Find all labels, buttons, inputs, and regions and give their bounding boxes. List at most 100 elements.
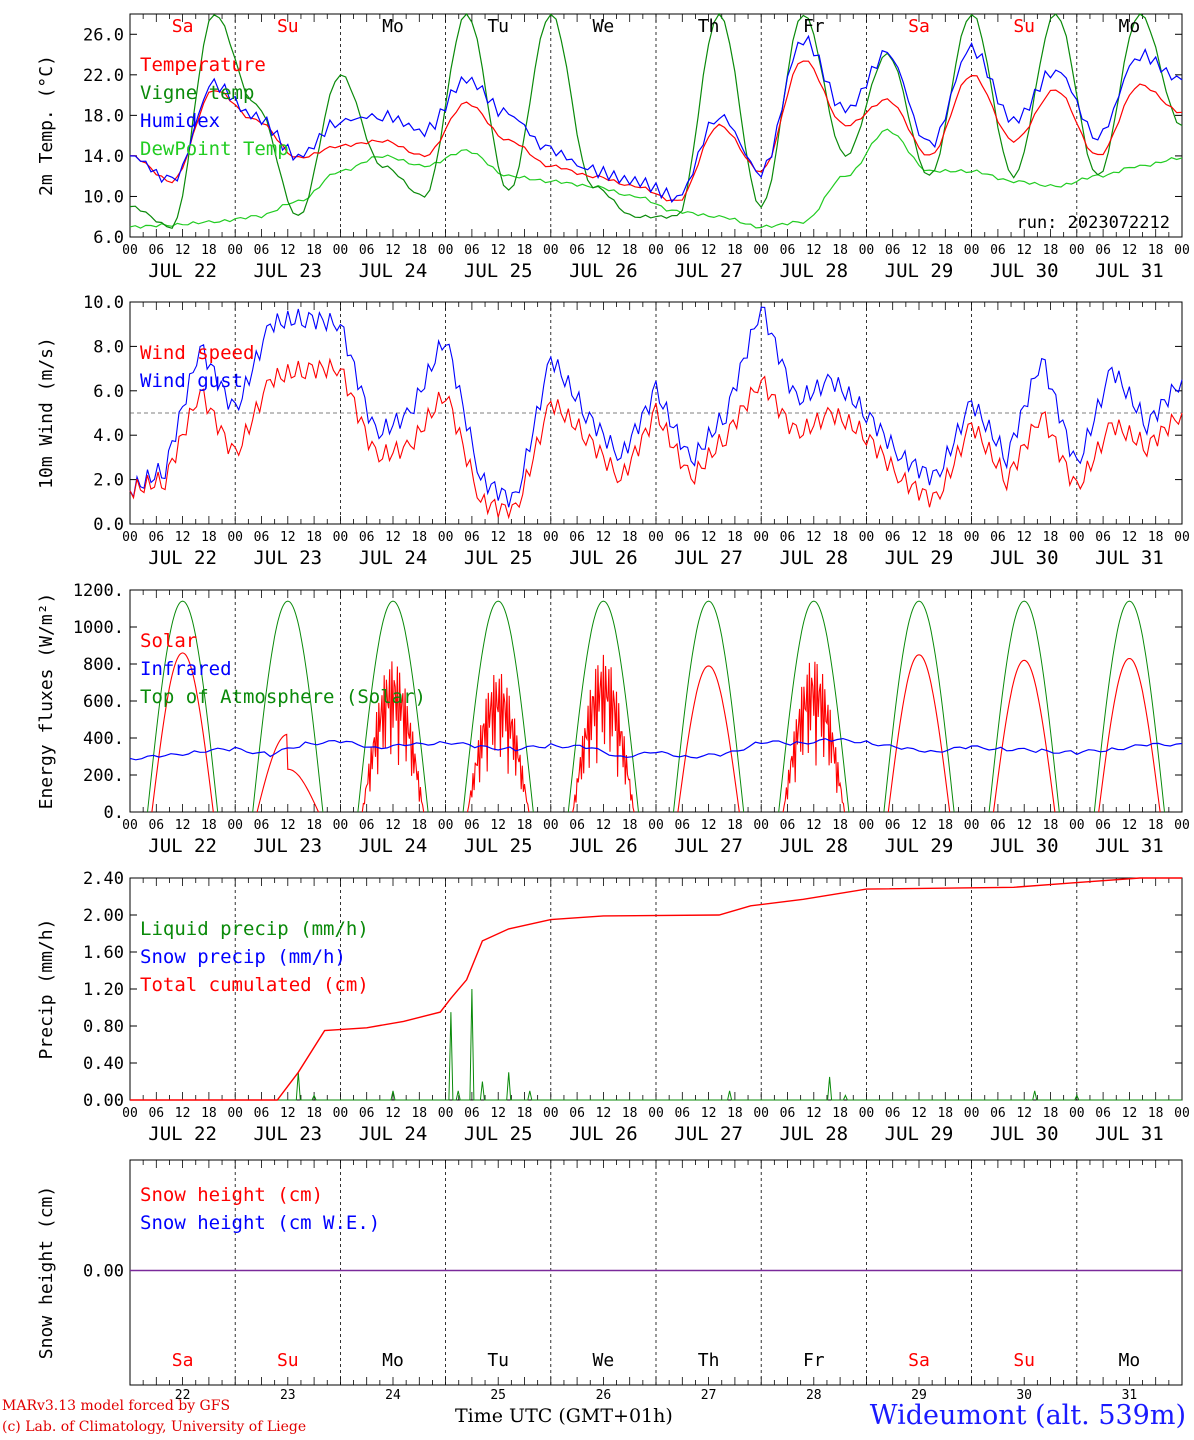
y-axis-label: 2m Temp. (°C) (36, 55, 57, 196)
date-label: JUL 26 (569, 1123, 638, 1145)
hour-tick-label: 00 (753, 1106, 769, 1121)
run-label: run: 2023072212 (1016, 213, 1170, 233)
weekday-label: Su (1013, 1350, 1035, 1371)
hour-tick-label: 06 (148, 243, 164, 258)
hour-tick-label: 12 (596, 530, 612, 545)
hour-tick-label: 06 (1095, 530, 1111, 545)
hour-tick-label: 06 (1095, 1106, 1111, 1121)
date-label: JUL 22 (148, 260, 217, 282)
hour-tick-label: 06 (885, 818, 901, 833)
hour-tick-label: 12 (1016, 818, 1032, 833)
hour-tick-label: 12 (175, 818, 191, 833)
solar-curve (256, 733, 319, 813)
day-number-label: 26 (596, 1388, 612, 1403)
hour-tick-label: 12 (1122, 1106, 1138, 1121)
hour-tick-label: 06 (780, 530, 796, 545)
hour-tick-label: 12 (385, 818, 401, 833)
date-label: JUL 22 (148, 835, 217, 857)
y-tick-label: 18.0 (83, 106, 124, 126)
hour-tick-label: 12 (385, 243, 401, 258)
hour-tick-label: 18 (1043, 530, 1059, 545)
legend-entry: Total cumulated (cm) (140, 974, 369, 996)
toa-arc (357, 600, 429, 813)
legend-entry: Infrared (140, 658, 232, 680)
hour-tick-label: 12 (911, 243, 927, 258)
y-tick-label: 0.80 (83, 1017, 124, 1037)
y-tick-label: 1200. (73, 581, 124, 601)
y-tick-label: 14.0 (83, 147, 124, 167)
hour-tick-label: 12 (701, 530, 717, 545)
hour-tick-label: 00 (859, 1106, 875, 1121)
legend-entry: Temperature (140, 54, 266, 76)
series-line (129, 128, 1183, 229)
hour-tick-label: 00 (227, 1106, 243, 1121)
hour-tick-label: 12 (175, 243, 191, 258)
date-label: JUL 30 (990, 1123, 1059, 1145)
y-tick-label: 400. (83, 729, 124, 749)
weekday-label: Sa (172, 16, 194, 37)
hour-tick-label: 12 (1016, 530, 1032, 545)
hour-tick-label: 00 (859, 818, 875, 833)
hour-tick-label: 06 (464, 818, 480, 833)
hour-tick-label: 18 (517, 1106, 533, 1121)
solar-curve (361, 661, 425, 813)
date-label: JUL 26 (569, 547, 638, 569)
hour-tick-label: 06 (674, 243, 690, 258)
hour-tick-label: 06 (569, 243, 585, 258)
hour-tick-label: 18 (201, 243, 217, 258)
y-axis-label: 10m Wind (m/s) (36, 337, 57, 489)
solar-curve (151, 652, 214, 813)
hour-tick-label: 00 (438, 530, 454, 545)
date-label: JUL 24 (359, 835, 428, 857)
hour-tick-label: 00 (753, 818, 769, 833)
series-line (129, 737, 1183, 761)
weekday-label: Sa (908, 16, 930, 37)
hour-tick-label: 00 (1069, 530, 1085, 545)
hour-tick-label: 06 (148, 1106, 164, 1121)
hour-tick-label: 12 (385, 530, 401, 545)
weekday-label: Th (698, 1350, 720, 1371)
hour-tick-label: 18 (517, 818, 533, 833)
y-tick-label: 1.60 (83, 943, 124, 963)
hour-tick-label: 06 (569, 818, 585, 833)
weekday-label: Mo (1119, 1350, 1141, 1371)
hour-tick-label: 00 (964, 1106, 980, 1121)
legend-entry: Solar (140, 630, 197, 652)
x-axis-title: Time UTC (GMT+01h) (455, 1405, 673, 1427)
hour-tick-label: 12 (385, 1106, 401, 1121)
date-label: JUL 27 (674, 835, 743, 857)
hour-tick-label: 12 (806, 243, 822, 258)
hour-tick-label: 06 (359, 818, 375, 833)
hour-tick-label: 18 (306, 818, 322, 833)
liquid-precip-line (130, 988, 1182, 1101)
series-line (129, 306, 1183, 508)
hour-tick-label: 18 (411, 818, 427, 833)
model-credit: MARv3.13 model forced by GFS (2, 1398, 231, 1414)
lab-credit: (c) Lab. of Climatology, University of L… (2, 1419, 307, 1435)
date-label: JUL 27 (674, 1123, 743, 1145)
hour-tick-label: 06 (885, 243, 901, 258)
hour-tick-label: 00 (333, 1106, 349, 1121)
series-line (129, 34, 1183, 203)
hour-tick-label: 06 (254, 530, 270, 545)
solar-curve (1098, 657, 1161, 813)
weekday-label: Mo (382, 1350, 404, 1371)
weekday-label: Mo (1119, 16, 1141, 37)
hour-tick-label: 06 (148, 818, 164, 833)
station-name: Wideumont (alt. 539m) (869, 1400, 1186, 1431)
hour-tick-label: 12 (911, 530, 927, 545)
legend-entry: Wind gust (140, 370, 243, 392)
date-label: JUL 22 (148, 1123, 217, 1145)
solar-curve (782, 661, 846, 813)
day-number-label: 25 (490, 1388, 506, 1403)
hour-tick-label: 00 (1069, 818, 1085, 833)
hour-tick-label: 00 (1069, 1106, 1085, 1121)
legend-entry: Liquid precip (mm/h) (140, 918, 369, 940)
hour-tick-label: 12 (911, 818, 927, 833)
y-tick-label: 0.40 (83, 1054, 124, 1074)
y-tick-label: 6.0 (93, 228, 124, 248)
hour-tick-label: 12 (490, 243, 506, 258)
weekday-label: Fr (803, 1350, 825, 1371)
hour-tick-label: 00 (1174, 818, 1190, 833)
